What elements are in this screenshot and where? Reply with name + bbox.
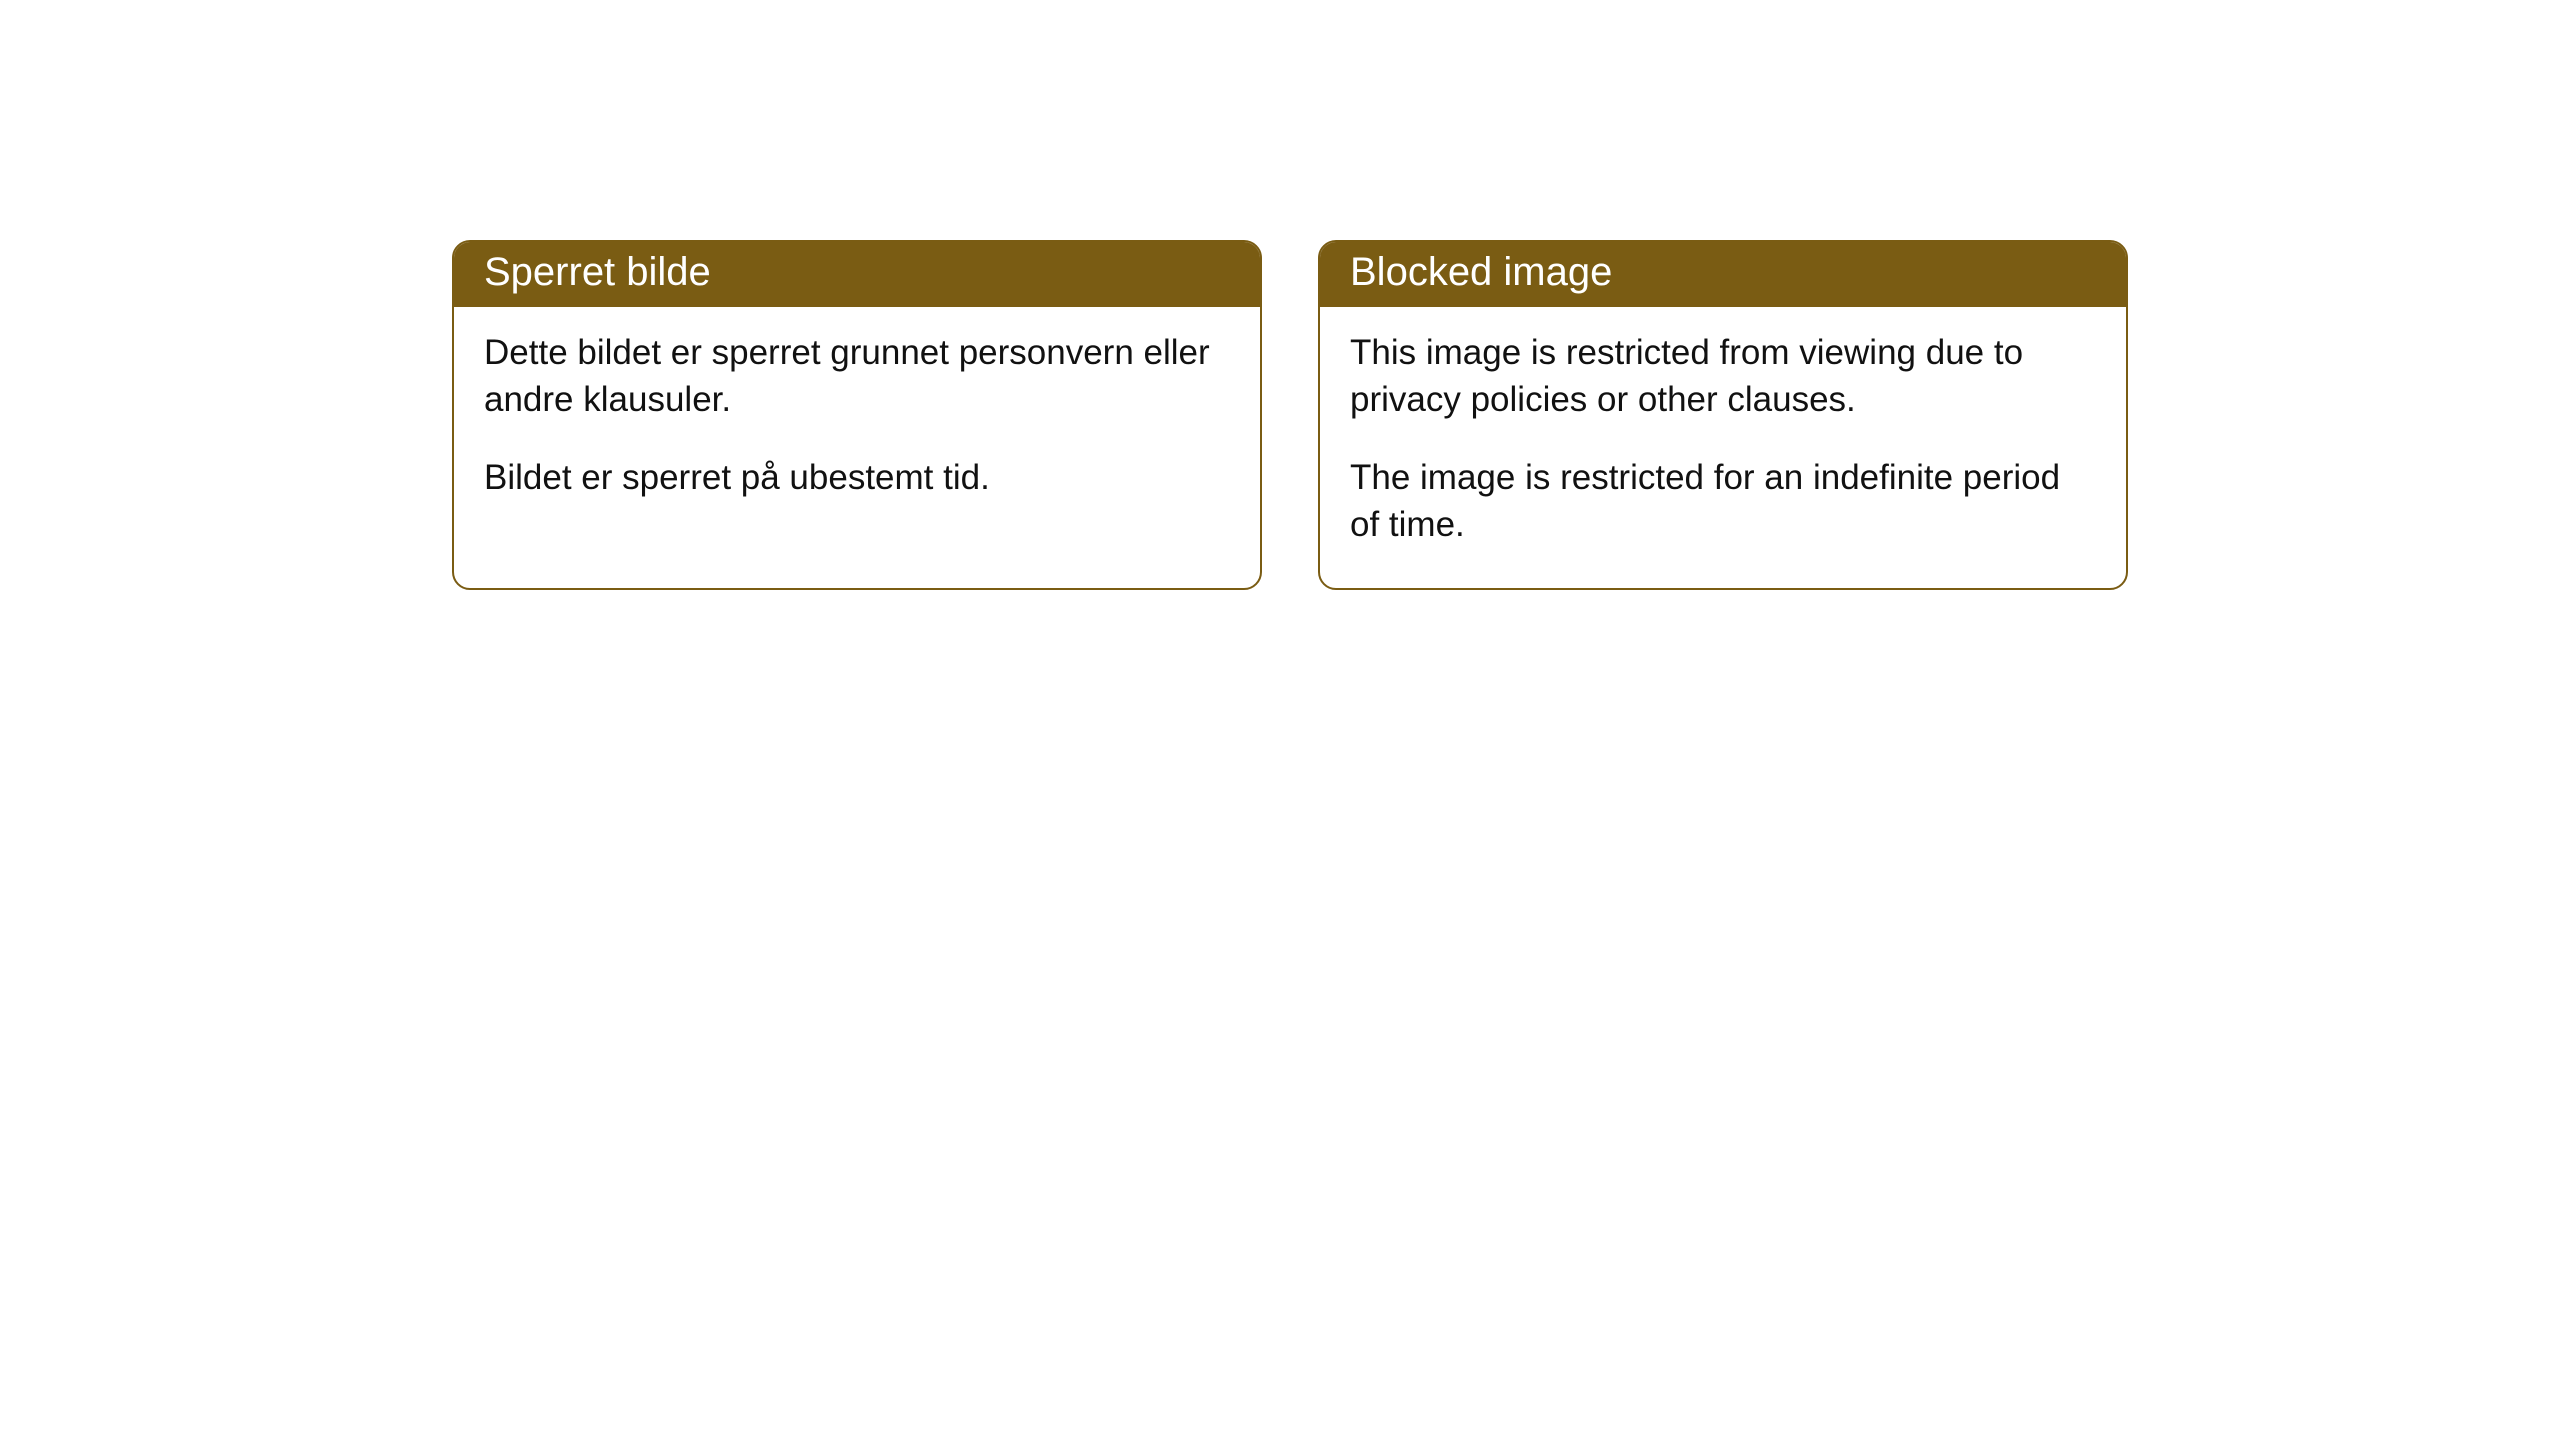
card-norwegian: Sperret bilde Dette bildet er sperret gr… [452, 240, 1262, 590]
card-body-english: This image is restricted from viewing du… [1320, 307, 2126, 588]
card-title-english: Blocked image [1350, 250, 1612, 294]
cards-container: Sperret bilde Dette bildet er sperret gr… [452, 240, 2128, 590]
card-header-english: Blocked image [1320, 242, 2126, 307]
card-title-norwegian: Sperret bilde [484, 250, 711, 294]
card-paragraph: Bildet er sperret på ubestemt tid. [484, 454, 1230, 501]
card-header-norwegian: Sperret bilde [454, 242, 1260, 307]
card-paragraph: Dette bildet er sperret grunnet personve… [484, 329, 1230, 424]
card-body-norwegian: Dette bildet er sperret grunnet personve… [454, 307, 1260, 541]
card-paragraph: The image is restricted for an indefinit… [1350, 454, 2096, 549]
card-paragraph: This image is restricted from viewing du… [1350, 329, 2096, 424]
card-english: Blocked image This image is restricted f… [1318, 240, 2128, 590]
